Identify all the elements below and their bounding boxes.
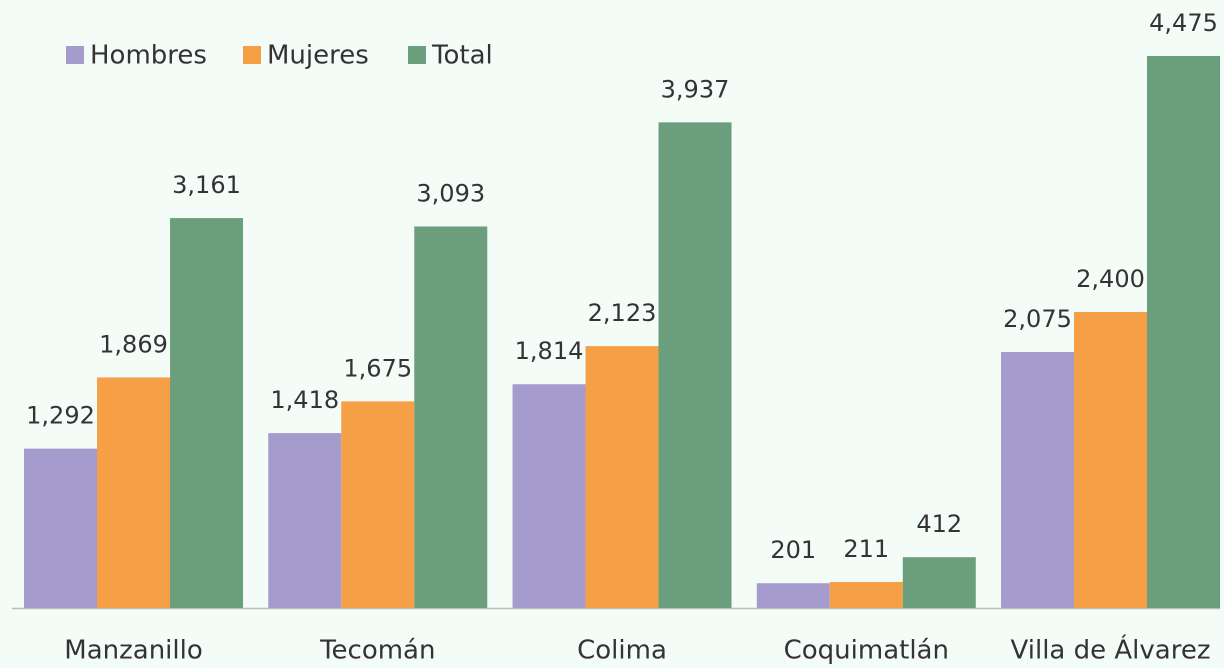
legend-swatch [243, 46, 261, 64]
data-label: 3,161 [172, 171, 241, 199]
x-tick-label: Colima [577, 636, 667, 666]
x-tick-label: Villa de Álvarez [1011, 634, 1211, 666]
bar [1147, 56, 1221, 608]
x-tick-label: Tecomán [319, 636, 435, 666]
data-label: 1,418 [270, 386, 339, 414]
data-label: 3,937 [661, 75, 730, 103]
bar [97, 377, 171, 608]
bar [585, 346, 659, 608]
legend-label: Hombres [90, 41, 207, 71]
data-label: 2,123 [588, 299, 657, 327]
bar [268, 433, 342, 608]
bar [1074, 311, 1148, 608]
data-label: 2,075 [1003, 305, 1072, 333]
bar [658, 122, 732, 609]
legend-swatch [66, 46, 84, 64]
data-label: 1,292 [26, 402, 95, 430]
bar [829, 581, 903, 608]
bar [1001, 352, 1075, 608]
bar [512, 384, 586, 608]
bar [341, 401, 415, 608]
data-label: 2,400 [1076, 265, 1145, 293]
data-label: 3,093 [416, 179, 485, 207]
data-label: 4,475 [1149, 9, 1218, 37]
data-label: 1,675 [343, 354, 412, 382]
data-label: 412 [916, 510, 962, 538]
data-label: 201 [770, 536, 816, 564]
x-tick-label: Manzanillo [64, 636, 202, 666]
data-label: 1,814 [515, 337, 584, 365]
x-tick-label: Coquimatlán [784, 636, 949, 666]
bar [902, 557, 976, 608]
legend-swatch [408, 46, 426, 64]
bar [24, 448, 98, 608]
legend-label: Total [431, 41, 493, 71]
bar [414, 226, 488, 608]
legend-label: Mujeres [267, 41, 369, 71]
bar [170, 218, 244, 608]
bar [756, 583, 830, 608]
data-label: 211 [843, 535, 889, 563]
data-label: 1,869 [99, 330, 168, 358]
